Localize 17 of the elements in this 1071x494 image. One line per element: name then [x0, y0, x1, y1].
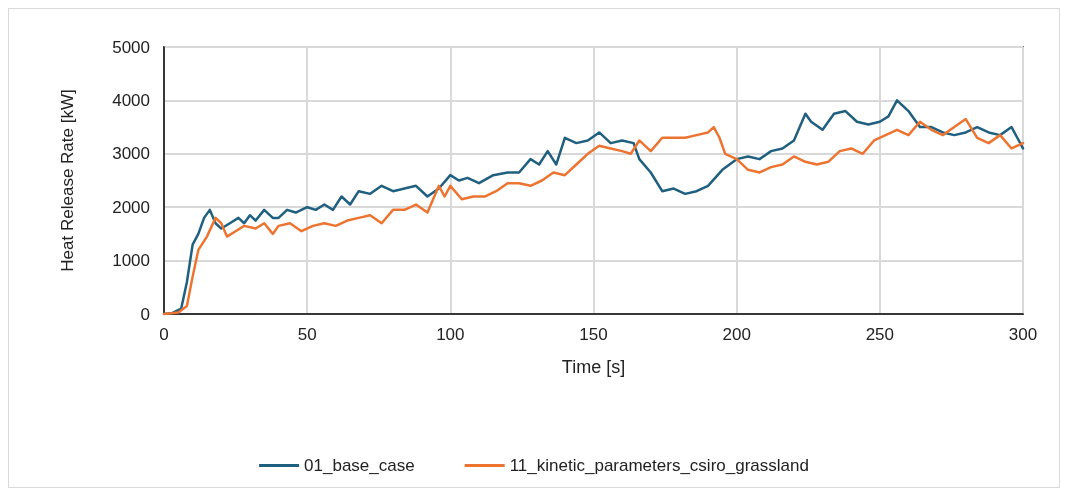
- y-tick-label: 0: [140, 304, 150, 324]
- y-axis-title: Heat Release Rate [kW]: [58, 89, 77, 272]
- legend-label: 01_base_case: [304, 456, 415, 475]
- x-tick-label: 50: [297, 325, 317, 344]
- y-tick-label: 5000: [112, 37, 150, 57]
- y-tick-label: 3000: [112, 144, 150, 164]
- x-tick-label: 100: [436, 325, 465, 344]
- x-tick-label: 300: [1008, 325, 1038, 344]
- y-tick-label: 4000: [112, 90, 150, 110]
- legend-label: 11_kinetic_parameters_csiro_grassland: [509, 456, 809, 475]
- x-axis-title: Time [s]: [561, 357, 626, 377]
- y-tick-label: 1000: [112, 251, 150, 271]
- x-tick-label: 150: [579, 325, 608, 344]
- x-tick-label: 0: [159, 325, 169, 344]
- x-tick-label: 200: [722, 325, 751, 344]
- x-tick-label: 250: [865, 325, 895, 344]
- y-tick-label: 2000: [112, 197, 150, 217]
